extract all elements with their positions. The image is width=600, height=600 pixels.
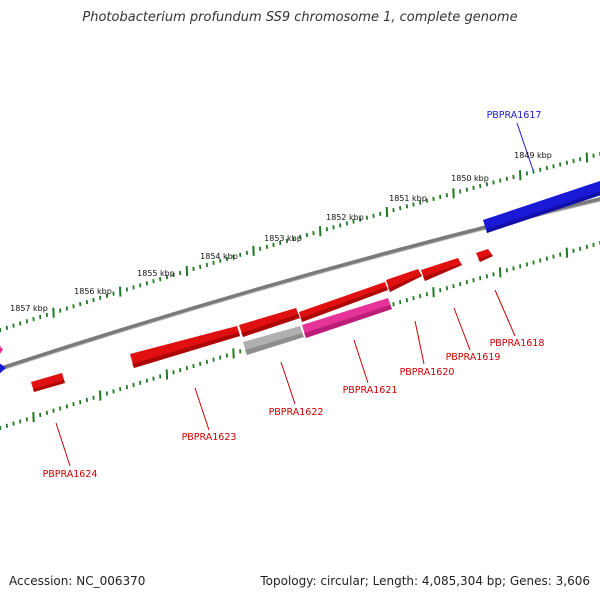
scale-label-1851: 1851 kbp (389, 194, 427, 203)
gene-PBPRA1622[interactable] (239, 308, 304, 355)
leader-line-PBPRA1620 (414, 320, 425, 365)
gene-PBPRA1618[interactable] (476, 249, 493, 262)
gene-label-PBPRA1619[interactable]: PBPRA1619 (446, 352, 501, 363)
scale-label-1856: 1856 kbp (74, 287, 112, 296)
partial-blue-gene (0, 363, 6, 374)
leader-line-PBPRA1618 (494, 289, 516, 337)
scale-label-1849: 1849 kbp (514, 151, 552, 160)
leader-line-PBPRA1622 (280, 361, 296, 405)
gene-PBPRA1624[interactable] (31, 373, 65, 392)
genome-summary: Topology: circular; Length: 4,085,304 bp… (260, 574, 590, 588)
gene-label-PBPRA1623[interactable]: PBPRA1623 (182, 432, 237, 443)
gene-PBPRA1620[interactable] (386, 269, 422, 292)
leader-line-PBPRA1623 (194, 387, 210, 431)
scale-label-1850: 1850 kbp (451, 174, 489, 183)
leader-line-PBPRA1619 (453, 307, 471, 351)
leader-line-PBPRA1621 (353, 339, 369, 384)
gene-label-PBPRA1620[interactable]: PBPRA1620 (400, 367, 455, 378)
gene-PBPRA1619[interactable] (421, 258, 462, 281)
gene-PBPRA1617[interactable] (483, 181, 600, 233)
upper-scale (0, 152, 600, 333)
scale-label-1855: 1855 kbp (137, 269, 175, 278)
leader-line-PBPRA1617 (516, 122, 534, 171)
gene-PBPRA1623[interactable] (130, 326, 240, 368)
scale-label-1852: 1852 kbp (326, 213, 364, 222)
scale-label-1857: 1857 kbp (10, 304, 48, 313)
scale-label-1853: 1853 kbp (264, 234, 302, 243)
gene-label-PBPRA1621[interactable]: PBPRA1621 (343, 385, 398, 396)
gene-label-PBPRA1624[interactable]: PBPRA1624 (43, 469, 98, 480)
scale-label-1854: 1854 kbp (200, 252, 238, 261)
gene-label-PBPRA1617[interactable]: PBPRA1617 (487, 110, 542, 121)
map-title: Photobacterium profundum SS9 chromosome … (82, 10, 518, 25)
gene-PBPRA1621[interactable] (299, 282, 392, 338)
accession-label: Accession: NC_006370 (9, 574, 146, 588)
partial-pink-gene (0, 345, 3, 354)
gene-label-PBPRA1622[interactable]: PBPRA1622 (269, 407, 324, 418)
gene-label-PBPRA1618[interactable]: PBPRA1618 (490, 338, 545, 349)
leader-line-PBPRA1624 (55, 422, 71, 467)
